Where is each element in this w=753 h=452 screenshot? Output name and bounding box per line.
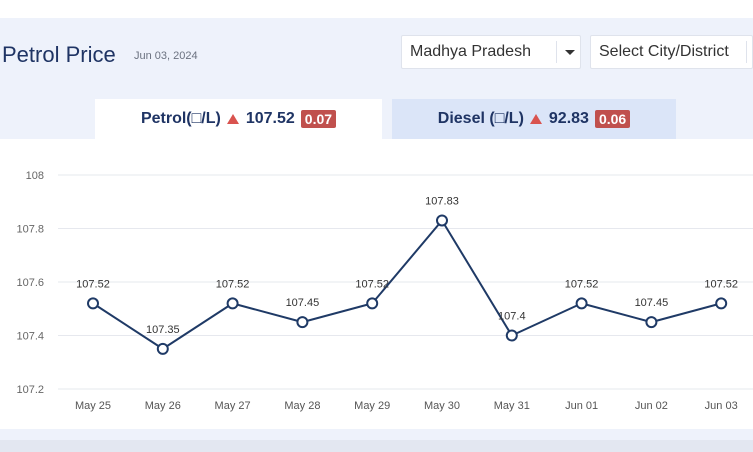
x-tick-label: May 30 <box>424 400 460 412</box>
data-label: 107.35 <box>146 324 180 336</box>
data-point <box>436 214 448 227</box>
data-label: 107.83 <box>425 195 459 207</box>
y-tick-label: 108 <box>26 170 44 182</box>
tab-diesel-label: Diesel (□/L) <box>437 110 524 127</box>
price-date: Jun 03, 2024 <box>134 50 198 62</box>
x-tick-label: May 28 <box>284 400 320 412</box>
data-label: 107.52 <box>76 278 110 290</box>
bottom-strip <box>0 440 753 452</box>
data-point <box>156 342 169 355</box>
tab-petrol-label: Petrol(□/L) <box>140 110 221 127</box>
select-divider <box>746 41 747 63</box>
chart-container: 107.2 107.4 107.6 107.8 108 May 25 May 26 May 2… <box>0 139 753 429</box>
price-line-chart: 107.2 107.4 107.6 107.8 108 May 25 May 26 May 2… <box>16 170 753 412</box>
data-point <box>366 297 379 310</box>
data-point <box>575 297 588 310</box>
page-title: Petrol Price <box>2 42 116 67</box>
city-select[interactable]: Select City/District <box>590 35 753 69</box>
data-point <box>715 297 728 310</box>
data-label: 107.52 <box>704 278 738 290</box>
state-select[interactable]: Madhya Pradesh <box>401 35 581 69</box>
x-tick-label: May 31 <box>494 400 530 412</box>
data-label: 107.45 <box>286 297 320 309</box>
city-select-value: Select City/District <box>599 43 729 60</box>
series-line <box>92 219 722 350</box>
chevron-down-icon[interactable] <box>565 50 575 55</box>
data-point <box>296 316 309 329</box>
data-point <box>87 297 99 310</box>
y-tick-label: 107.2 <box>16 384 44 396</box>
y-tick-label: 107.6 <box>16 277 44 289</box>
data-label: 107.52 <box>216 278 250 290</box>
x-tick-label: May 29 <box>354 400 390 412</box>
data-label: 107.52 <box>565 278 599 290</box>
tab-diesel-price: 92.83 <box>548 110 589 127</box>
triangle-up-icon <box>226 114 239 124</box>
top-strip <box>0 0 753 19</box>
tab-diesel-change-badge: 0.06 <box>594 110 631 128</box>
x-tick-label: May 25 <box>75 400 111 412</box>
data-label: 107.4 <box>498 311 526 323</box>
data-point <box>645 316 658 329</box>
x-tick-label: May 27 <box>215 400 251 412</box>
x-tick-label: Jun 01 <box>565 400 598 412</box>
x-tick-label: Jun 02 <box>635 400 668 412</box>
x-tick-label: May 26 <box>145 400 181 412</box>
tab-petrol-change-badge: 0.07 <box>300 110 337 128</box>
data-label: 107.52 <box>355 278 389 290</box>
select-divider <box>556 41 557 63</box>
x-tick-label: Jun 03 <box>705 400 738 412</box>
tab-petrol[interactable]: Petrol(□/L) 107.52 0.07 <box>95 99 382 139</box>
data-point <box>226 297 239 310</box>
tab-petrol-price: 107.52 <box>245 110 295 127</box>
state-select-value: Madhya Pradesh <box>410 43 531 60</box>
y-tick-label: 107.8 <box>16 224 44 236</box>
data-point <box>505 329 518 342</box>
triangle-up-icon <box>529 114 542 124</box>
tab-diesel[interactable]: Diesel (□/L) 92.83 0.06 <box>392 99 676 139</box>
data-label: 107.45 <box>635 297 669 309</box>
y-tick-label: 107.4 <box>16 331 44 343</box>
